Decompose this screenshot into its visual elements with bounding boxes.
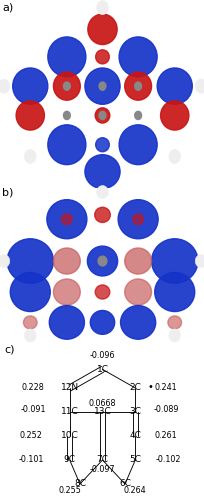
Ellipse shape (95, 108, 109, 123)
Ellipse shape (160, 101, 188, 130)
Text: 4C: 4C (129, 432, 141, 440)
Text: 10C: 10C (61, 432, 78, 440)
Ellipse shape (154, 272, 194, 312)
Text: -0.096: -0.096 (89, 352, 115, 360)
Ellipse shape (84, 68, 120, 104)
Ellipse shape (61, 214, 72, 224)
Ellipse shape (134, 112, 141, 120)
Ellipse shape (49, 306, 84, 339)
Text: 0.255: 0.255 (58, 486, 81, 495)
Ellipse shape (156, 68, 191, 104)
Ellipse shape (98, 256, 106, 266)
Ellipse shape (47, 200, 86, 239)
Text: 7C: 7C (96, 456, 108, 464)
Ellipse shape (120, 306, 155, 339)
Text: b): b) (2, 188, 14, 198)
Ellipse shape (96, 186, 108, 198)
Ellipse shape (7, 239, 53, 284)
Ellipse shape (194, 79, 204, 93)
Text: 0.241: 0.241 (154, 384, 176, 392)
Text: a): a) (2, 3, 14, 13)
Ellipse shape (99, 82, 105, 90)
Ellipse shape (84, 154, 120, 188)
Ellipse shape (90, 310, 114, 334)
Ellipse shape (119, 37, 156, 77)
Ellipse shape (63, 112, 70, 120)
Text: 0.228: 0.228 (21, 384, 44, 392)
Ellipse shape (0, 79, 10, 93)
Text: 0.264: 0.264 (123, 486, 146, 495)
Text: c): c) (4, 345, 14, 355)
Text: 5C: 5C (129, 456, 141, 464)
Ellipse shape (151, 239, 197, 284)
Text: •: • (147, 382, 153, 392)
Ellipse shape (13, 68, 48, 104)
Text: -0.091: -0.091 (21, 406, 46, 414)
Text: -0.101: -0.101 (19, 456, 44, 464)
Ellipse shape (94, 208, 110, 222)
Ellipse shape (124, 279, 151, 305)
Ellipse shape (132, 214, 143, 224)
Text: 0.252: 0.252 (19, 432, 42, 440)
Text: 8C: 8C (74, 480, 85, 488)
Ellipse shape (96, 0, 108, 14)
Text: 13C: 13C (93, 408, 111, 416)
Ellipse shape (24, 329, 36, 342)
Ellipse shape (53, 279, 80, 305)
Ellipse shape (24, 150, 36, 164)
Ellipse shape (48, 125, 85, 164)
Text: 2C: 2C (129, 384, 141, 392)
Ellipse shape (167, 316, 181, 329)
Ellipse shape (134, 82, 141, 90)
Ellipse shape (16, 101, 44, 130)
Text: 0.261: 0.261 (154, 432, 176, 440)
Ellipse shape (95, 50, 109, 64)
Ellipse shape (53, 248, 80, 274)
Text: -0.097: -0.097 (89, 465, 115, 474)
Text: -0.089: -0.089 (153, 406, 178, 414)
Ellipse shape (23, 316, 37, 329)
Text: 12N: 12N (60, 384, 78, 392)
Ellipse shape (95, 138, 109, 152)
Text: 11C: 11C (61, 408, 78, 416)
Ellipse shape (168, 150, 180, 164)
Ellipse shape (99, 112, 105, 120)
Text: 6C: 6C (119, 480, 130, 488)
Text: 9C: 9C (63, 456, 75, 464)
Ellipse shape (95, 285, 109, 299)
Ellipse shape (0, 254, 10, 268)
Ellipse shape (124, 248, 151, 274)
Ellipse shape (88, 14, 116, 44)
Ellipse shape (63, 82, 70, 90)
Text: 3C: 3C (129, 408, 141, 416)
Text: -0.102: -0.102 (155, 456, 180, 464)
Ellipse shape (87, 246, 117, 276)
Ellipse shape (168, 329, 180, 342)
Ellipse shape (53, 72, 80, 100)
Ellipse shape (194, 254, 204, 268)
Ellipse shape (124, 72, 151, 100)
Ellipse shape (118, 200, 157, 239)
Ellipse shape (119, 125, 156, 164)
Text: 1C: 1C (96, 365, 108, 374)
Ellipse shape (48, 37, 85, 77)
Ellipse shape (10, 272, 50, 312)
Text: 0.0668: 0.0668 (88, 400, 116, 408)
